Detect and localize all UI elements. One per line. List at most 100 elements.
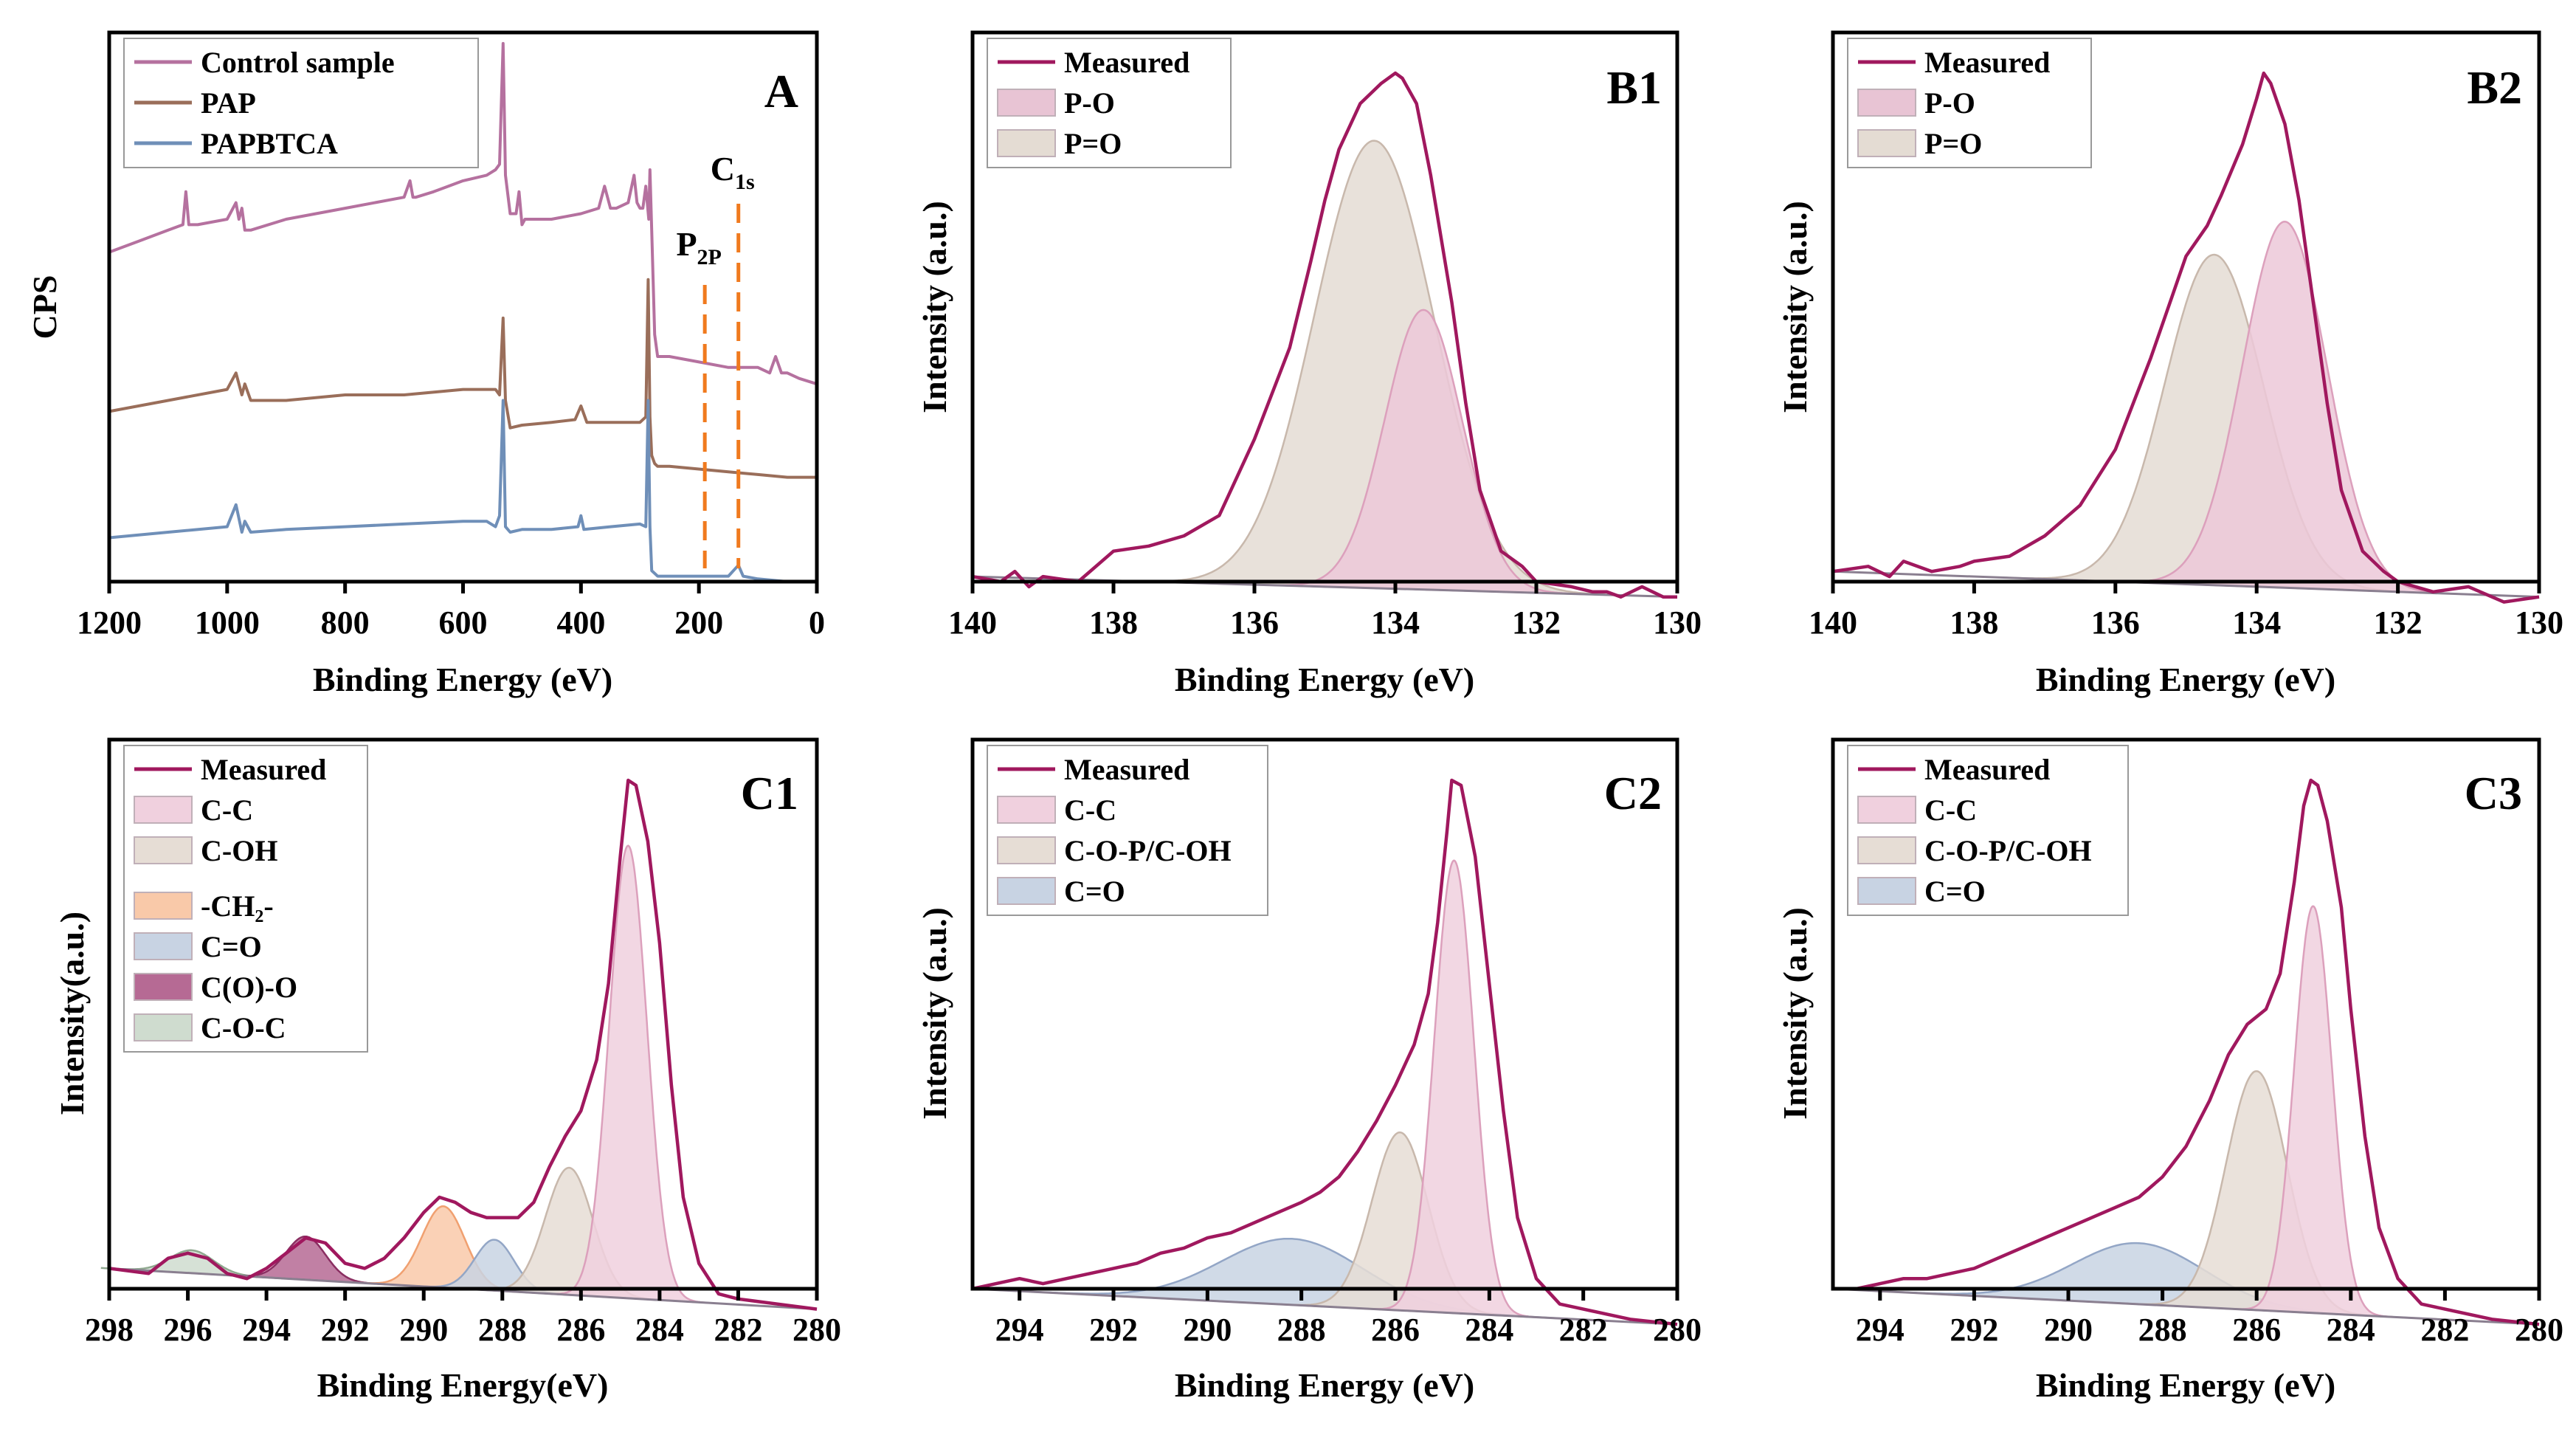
baseline-c2 bbox=[972, 1287, 1678, 1326]
x-tick-label-c1: 292 bbox=[321, 1312, 370, 1348]
legend-label-measured: Measured bbox=[1924, 46, 2050, 79]
legend-label-p-o: P-O bbox=[1064, 86, 1115, 120]
baseline-b2 bbox=[1832, 570, 2540, 599]
x-tick-label-b1: 136 bbox=[1230, 605, 1279, 641]
legend-label-papbtca: PAPBTCA bbox=[201, 127, 338, 160]
x-axis-title-c3: Binding Energy (eV) bbox=[2036, 1366, 2335, 1404]
legend-label-measured: Measured bbox=[1064, 753, 1189, 786]
x-tick-label-b1: 132 bbox=[1512, 605, 1561, 641]
legend-swatch-p-o bbox=[997, 89, 1056, 117]
series-line-papbtca bbox=[108, 399, 817, 583]
panel-c1: C1 Binding Energy(eV) Intensity(a.u.) 29… bbox=[53, 737, 841, 1404]
panel-label-b2: B2 bbox=[2467, 61, 2522, 114]
panel-label-c1: C1 bbox=[741, 767, 798, 819]
x-tick-label-c3: 284 bbox=[2327, 1312, 2375, 1348]
legend-label-control-sample: Control sample bbox=[201, 46, 395, 79]
baseline-c3 bbox=[1832, 1287, 2540, 1326]
plot-area-b2 bbox=[1832, 71, 2540, 604]
series-line-control-sample bbox=[108, 41, 818, 386]
x-tick-label-c3: 286 bbox=[2232, 1312, 2281, 1348]
legend-label-c-c: C-C bbox=[1924, 793, 1977, 827]
x-tick-label-c2: 286 bbox=[1371, 1312, 1420, 1348]
x-tick-label-c3: 288 bbox=[2138, 1312, 2187, 1348]
measured-line-c2 bbox=[972, 778, 1678, 1326]
legend-swatch-p-o bbox=[997, 129, 1056, 157]
y-axis-title-c1: Intensity(a.u.) bbox=[53, 912, 91, 1115]
legend-swatch-c-o-c bbox=[134, 1013, 193, 1041]
legend-a: Control sample PAP PAPBTCA bbox=[123, 38, 479, 168]
x-tick-label-c2: 294 bbox=[995, 1312, 1044, 1348]
legend-swatch-c-o-p-c-oh bbox=[997, 836, 1056, 864]
x-tick-label-b2: 130 bbox=[2515, 605, 2563, 641]
legend-swatch-c-o-o bbox=[134, 973, 193, 1001]
x-tick-label-a: 200 bbox=[674, 605, 723, 641]
x-tick-label-c3: 282 bbox=[2420, 1312, 2469, 1348]
x-tick-label-b1: 134 bbox=[1371, 605, 1420, 641]
x-tick-label-c1: 296 bbox=[164, 1312, 213, 1348]
plot-area-c1 bbox=[100, 778, 818, 1311]
legend-swatch-c-c bbox=[134, 796, 193, 824]
legend-label-p-o: P-O bbox=[1924, 86, 1975, 120]
x-tick-label-c1: 282 bbox=[714, 1312, 762, 1348]
x-tick-label-c1: 290 bbox=[399, 1312, 448, 1348]
legend-swatch-c-o bbox=[134, 932, 193, 960]
legend-label-pap: PAP bbox=[201, 86, 256, 120]
legend-label-c-oh: C-OH bbox=[201, 834, 277, 867]
x-tick-label-c2: 284 bbox=[1465, 1312, 1513, 1348]
plot-frame-c1 bbox=[107, 737, 819, 1291]
annotation-label-c1s: C1s bbox=[711, 150, 755, 194]
series-line-pap bbox=[108, 278, 817, 479]
legend-b1: Measured P-O P=O bbox=[987, 38, 1232, 168]
y-axis-title-b1: Intensity (a.u.) bbox=[916, 201, 953, 413]
plot-frame-b1 bbox=[970, 30, 1679, 584]
legend-swatch-c-o bbox=[1857, 877, 1916, 905]
x-tick-label-c1: 286 bbox=[556, 1312, 605, 1348]
x-tick-label-c1: 284 bbox=[635, 1312, 684, 1348]
x-tick-label-c2: 292 bbox=[1089, 1312, 1138, 1348]
panel-a: A Binding Energy (eV) CPS P2P C1s 1200 1000… bbox=[26, 30, 825, 698]
legend-label-c-c: C-C bbox=[201, 793, 253, 827]
annotation-label-p2p: P2P bbox=[676, 225, 721, 269]
x-tick-label-c3: 280 bbox=[2515, 1312, 2563, 1348]
plot-area-c2 bbox=[972, 778, 1678, 1326]
x-axis-title-c2: Binding Energy (eV) bbox=[1175, 1366, 1474, 1404]
x-tick-label-c3: 290 bbox=[2044, 1312, 2093, 1348]
x-axis-title-b1: Binding Energy (eV) bbox=[1175, 661, 1474, 698]
measured-line-c1 bbox=[108, 778, 818, 1311]
x-tick-label-b1: 140 bbox=[948, 605, 997, 641]
plot-frame-b2 bbox=[1831, 30, 2541, 584]
x-tick-label-b2: 132 bbox=[2374, 605, 2423, 641]
legend-swatch-p-o bbox=[1857, 129, 1916, 157]
x-tick-label-c3: 292 bbox=[1950, 1312, 1998, 1348]
y-axis-title-b2: Intensity (a.u.) bbox=[1776, 201, 1814, 413]
x-axis-title-c1: Binding Energy(eV) bbox=[317, 1366, 609, 1404]
panel-b1: B1 Binding Energy (eV) Intensity (a.u.) … bbox=[916, 30, 1702, 698]
x-tick-label-a: 400 bbox=[556, 605, 605, 641]
x-tick-label-b2: 136 bbox=[2091, 605, 2140, 641]
panel-b2: B2 Binding Energy (eV) Intensity (a.u.) … bbox=[1776, 30, 2563, 698]
panel-label-c3: C3 bbox=[2465, 767, 2522, 819]
legend-swatch-c-c bbox=[997, 796, 1056, 824]
legend-swatch-c-c bbox=[1857, 796, 1916, 824]
legend-swatch-p-o bbox=[1857, 89, 1916, 117]
measured-line-b1 bbox=[972, 71, 1677, 599]
legend-label-c-o-c: C-O-C bbox=[201, 1011, 286, 1044]
legend-label-p-o: P=O bbox=[1924, 127, 1982, 160]
y-axis-title-a: CPS bbox=[26, 275, 63, 340]
legend-label-c-c: C-C bbox=[1064, 793, 1116, 827]
legend-c3: Measured C-C C-O-P/C-OH C=O bbox=[1847, 745, 2129, 916]
x-tick-label-a: 0 bbox=[809, 605, 825, 641]
legend-label-measured: Measured bbox=[1064, 46, 1189, 79]
x-tick-label-a: 1000 bbox=[195, 605, 260, 641]
legend-label-ch: -CH₂- bbox=[201, 889, 274, 923]
legend-label-p-o: P=O bbox=[1064, 127, 1122, 160]
panel-label-b1: B1 bbox=[1606, 61, 1662, 114]
measured-line-b2 bbox=[1832, 71, 2540, 604]
legend-label-c-o-p-c-oh: C-O-P/C-OH bbox=[1924, 834, 2092, 867]
legend-c1: Measured C-C C-OH -CH₂- C=O C(O)-O C-O-C bbox=[123, 745, 368, 1053]
x-tick-label-b2: 138 bbox=[1950, 605, 1998, 641]
legend-swatch-c-o-p-c-oh bbox=[1857, 836, 1916, 864]
legend-b2: Measured P-O P=O bbox=[1847, 38, 2092, 168]
panel-c2: C2 Binding Energy (eV) Intensity (a.u.) … bbox=[916, 737, 1702, 1404]
